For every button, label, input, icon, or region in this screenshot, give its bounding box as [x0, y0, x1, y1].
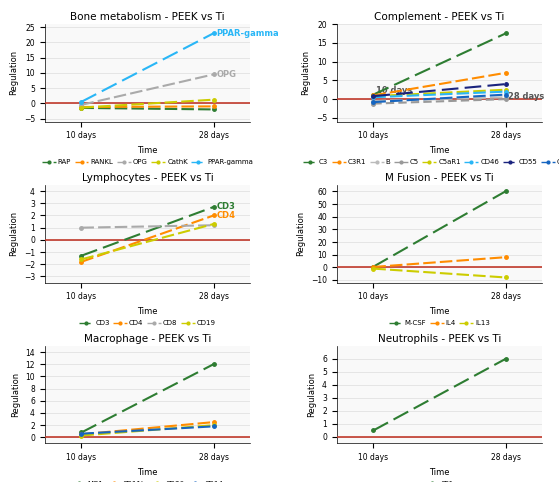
X-axis label: Time: Time	[138, 468, 158, 477]
Legend: CF1: CF1	[422, 478, 457, 482]
Title: Macrophage - PEEK vs Ti: Macrophage - PEEK vs Ti	[84, 334, 211, 344]
X-axis label: Time: Time	[138, 307, 158, 316]
Y-axis label: Regulation: Regulation	[296, 211, 305, 256]
Text: 28 days: 28 days	[509, 92, 544, 101]
Legend: M-CSF, IL4, IL13: M-CSF, IL4, IL13	[386, 317, 493, 329]
Title: Neutrophils - PEEK vs Ti: Neutrophils - PEEK vs Ti	[378, 334, 501, 344]
Y-axis label: Regulation: Regulation	[11, 372, 20, 417]
Y-axis label: Regulation: Regulation	[9, 211, 18, 256]
X-axis label: Time: Time	[429, 468, 449, 477]
Y-axis label: Regulation: Regulation	[301, 50, 310, 95]
Text: OPG: OPG	[216, 70, 236, 79]
X-axis label: Time: Time	[138, 146, 158, 155]
Text: 10 days: 10 days	[376, 86, 413, 95]
Legend: C3, C3R1, B, C5, C5aR1, CD46, CD55, CD59: C3, C3R1, B, C5, C5aR1, CD46, CD55, CD59	[300, 156, 559, 168]
Legend: MG1, CD11b, CD36, CD14: MG1, CD11b, CD36, CD14	[69, 478, 226, 482]
Text: PPAR-gamma: PPAR-gamma	[216, 29, 279, 38]
Title: Bone metabolism - PEEK vs Ti: Bone metabolism - PEEK vs Ti	[70, 12, 225, 22]
Text: CD3: CD3	[216, 202, 235, 212]
X-axis label: Time: Time	[429, 307, 449, 316]
Title: Lymphocytes - PEEK vs Ti: Lymphocytes - PEEK vs Ti	[82, 173, 214, 183]
X-axis label: Time: Time	[429, 146, 449, 155]
Legend: CD3, CD4, CD8, CD19: CD3, CD4, CD8, CD19	[77, 317, 219, 329]
Title: M Fusion - PEEK vs Ti: M Fusion - PEEK vs Ti	[385, 173, 494, 183]
Y-axis label: Regulation: Regulation	[9, 50, 18, 95]
Y-axis label: Regulation: Regulation	[307, 372, 316, 417]
Title: Complement - PEEK vs Ti: Complement - PEEK vs Ti	[375, 12, 505, 22]
Legend: RAP, RANKL, OPG, CathK, PPAR-gamma: RAP, RANKL, OPG, CathK, PPAR-gamma	[39, 156, 256, 168]
Text: CD4: CD4	[216, 211, 235, 220]
